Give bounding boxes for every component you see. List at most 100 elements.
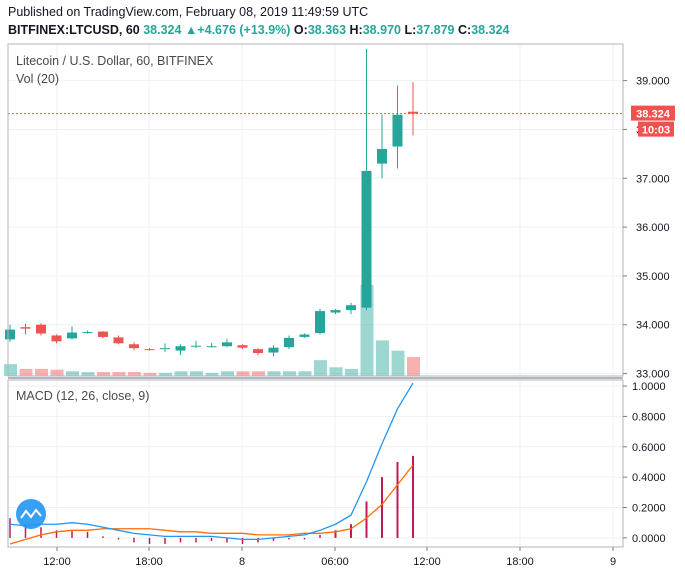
candle-body [36,324,46,334]
candle-body [268,347,279,353]
volume-bar [391,350,405,376]
last-price: 38.324 [143,23,182,37]
candle-body [253,349,263,354]
volume-bar [236,371,250,376]
logo-wave [20,508,42,519]
volume-bar [50,369,64,376]
volume-bar [112,372,126,376]
time-tick-label: 18:00 [506,556,534,568]
candle-body [160,348,170,350]
price-tick-label: 36.000 [636,222,670,234]
candle-body [51,335,62,342]
candle-body [175,346,186,351]
candle-body [191,345,201,347]
chart-frame [7,43,624,548]
chart-grid [8,44,623,547]
close-label: C: [457,23,472,37]
last-price-badge [631,105,675,121]
candle-body [206,346,217,348]
volume-legend: Vol (20) [16,72,60,86]
logo-circle [16,499,46,529]
volume-bar [159,372,172,376]
chart-axes: 33.00034.00035.00036.00037.00038.00039.0… [43,76,669,568]
price-tick-label: 39.000 [636,76,670,88]
ohlc-header: BITFINEX:LTCUSD, 60 38.324 ▲+4.676 (+13.… [8,23,509,37]
volume-bar [221,371,234,376]
price-tick-label: 33.000 [636,369,670,381]
macd-pane-border [7,379,624,548]
candle-body [82,332,93,334]
main-pane-border [7,43,624,377]
countdown-badge-label: 10:03 [642,125,670,137]
countdown-badge [638,121,674,137]
volume-bar [81,372,95,376]
volume-bar [66,371,79,376]
volume-bar [267,371,281,376]
candle-body [361,170,372,308]
volume-bar [407,357,420,376]
macd-line [9,382,414,541]
time-tick-label: 9 [610,556,616,568]
candle-body [237,345,248,348]
price-tick-label: 34.000 [636,320,670,332]
time-tick-label: 8 [239,556,245,568]
macd-tick-label: 1.0000 [632,381,666,393]
candle-body [129,344,139,349]
volume-bar [314,360,327,376]
price-tick-label: 37.000 [636,173,670,185]
up-triangle-icon: ▲ [184,23,198,37]
candle-body [20,327,31,329]
volume-bar [345,368,358,376]
main-pane-title: Litecoin / U.S. Dollar, 60, BITFINEX [16,54,214,68]
volume-bar [97,372,110,376]
symbol-label: BITFINEX:LTCUSD, 60 [8,23,140,37]
candle-body [284,337,294,348]
time-tick-label: 12:00 [413,556,441,568]
open-label: O: [293,23,308,37]
candle-body [315,311,325,334]
high-value: 38.970 [362,23,401,37]
low-value: 37.879 [416,23,455,37]
volume-bar [360,285,374,376]
macd-tick-label: 0.2000 [632,503,666,515]
candle-body [5,329,15,340]
volume-bar [376,340,389,376]
volume-bar [174,371,188,376]
volume-bar [190,371,203,376]
price-badges: 38.324 10:03 [16,105,675,529]
change-value: +4.676 (+13.9%) [197,23,291,37]
candle-body [392,114,403,147]
price-tick-label: 35.000 [636,271,670,283]
open-value: 38.363 [307,23,347,37]
candle-body [98,331,108,337]
volume-bar [205,372,219,376]
volume-bar [283,371,296,376]
close-value: 38.324 [471,23,510,37]
candle-body [144,349,155,351]
high-label: H: [349,23,363,37]
candle-body [330,310,341,313]
volume-bars [4,285,420,376]
candle-body [67,332,77,339]
candle-body [408,111,418,114]
volume-bar [298,371,312,376]
macd-tick-label: 0.0000 [632,533,666,545]
volume-bar [252,371,265,376]
candle-body [299,334,310,337]
candle-body [222,342,232,347]
macd-legend: MACD (12, 26, close, 9) [16,389,150,403]
macd-signal-line [9,464,414,545]
macd-indicator [9,382,414,545]
candle-body [377,148,387,164]
volume-bar [329,367,343,376]
time-tick-label: 12:00 [43,556,71,568]
tradingview-logo-icon[interactable] [16,499,46,529]
time-tick-label: 06:00 [321,556,349,568]
published-caption: Published on TradingView.com, February 0… [8,5,369,19]
candlestick-series [5,48,623,357]
last-price-badge-label: 38.324 [636,109,671,121]
volume-bar [19,368,33,376]
volume-bar [4,364,17,376]
volume-bar [128,372,141,376]
